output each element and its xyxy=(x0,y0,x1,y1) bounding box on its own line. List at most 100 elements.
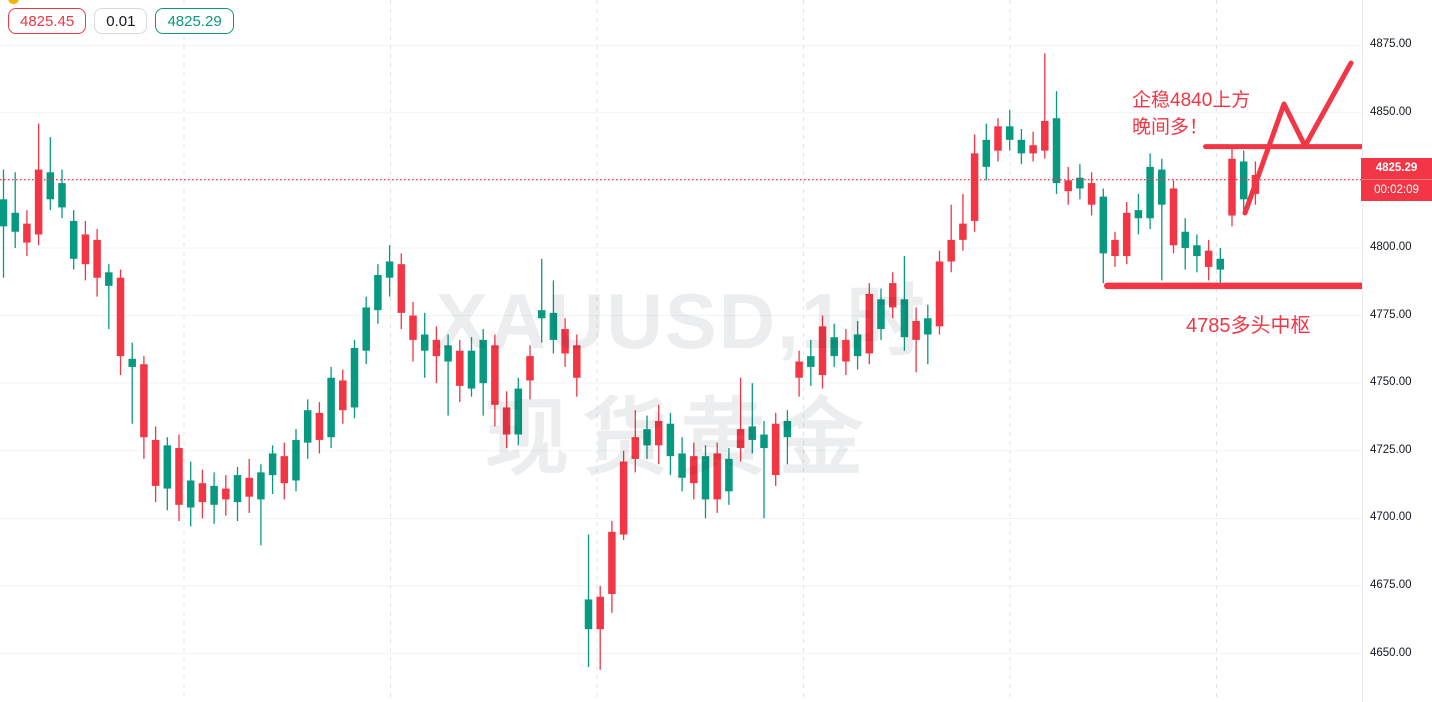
price-axis-label: 4650.00 xyxy=(1370,646,1412,659)
candle-body xyxy=(1052,118,1061,184)
candle-body xyxy=(526,356,534,381)
candle-body xyxy=(268,453,277,476)
price-axis-label: 4850.00 xyxy=(1370,105,1412,118)
price-axis-label: 4725.00 xyxy=(1370,443,1412,456)
price-axis-label: 4675.00 xyxy=(1370,578,1412,591)
zigzag-projection-arrow[interactable] xyxy=(1242,60,1354,216)
annotation-note-long-line1: 企稳4840上方 xyxy=(1132,90,1251,111)
candle-body xyxy=(1193,245,1201,257)
candle-body xyxy=(385,261,394,278)
candle-body xyxy=(186,480,195,508)
candle-body xyxy=(350,348,359,408)
candle-body xyxy=(561,329,569,354)
candle-body xyxy=(11,212,19,232)
candle-body xyxy=(982,139,991,167)
candle-body xyxy=(46,172,55,200)
candle-body xyxy=(537,310,546,319)
candle-body xyxy=(315,412,324,440)
candle-body xyxy=(1204,250,1213,267)
candle-body xyxy=(374,275,382,311)
candle-body xyxy=(584,599,593,630)
candle-body xyxy=(1087,183,1096,205)
candle-body xyxy=(1181,231,1189,248)
candle-body xyxy=(678,453,686,478)
candle-body xyxy=(877,299,885,330)
candle-body xyxy=(1122,212,1131,257)
candle-body xyxy=(1099,196,1108,254)
candle-body xyxy=(1216,258,1225,270)
candle-body xyxy=(1239,161,1248,200)
candle-body xyxy=(420,334,429,351)
candle-body xyxy=(1041,120,1049,151)
candle-body xyxy=(573,345,581,378)
candle-body xyxy=(619,461,628,535)
candle-body xyxy=(163,445,172,489)
candle-body xyxy=(853,334,862,357)
price-axis-label: 4775.00 xyxy=(1370,308,1412,321)
candle-body xyxy=(959,223,967,240)
price-axis-label: 4875.00 xyxy=(1370,38,1412,51)
candle-body xyxy=(339,380,347,411)
candle-body xyxy=(783,421,792,438)
candle-body xyxy=(327,377,335,438)
price-axis[interactable]: 4875.00 4850.00 4800.00 4775.00 4750.00 4725.… xyxy=(1362,0,1432,702)
candle-body xyxy=(842,339,850,362)
candle-body xyxy=(467,350,476,389)
candle-body xyxy=(198,483,207,503)
candle-body xyxy=(666,423,675,457)
annotation-note-pivot[interactable]: 4785多头中枢 xyxy=(1186,315,1311,337)
candle-body xyxy=(303,410,312,443)
candle-body xyxy=(514,388,523,435)
current-price-value: 4825.29 xyxy=(1375,162,1418,175)
candle-body xyxy=(58,183,66,208)
candle-body xyxy=(643,429,651,446)
candle-body xyxy=(736,429,745,449)
candle-body xyxy=(140,364,148,438)
price-axis-label: 4800.00 xyxy=(1370,240,1412,253)
candle-body xyxy=(912,320,920,340)
candle-body xyxy=(1158,169,1166,205)
candle-body xyxy=(23,223,31,243)
candle-body xyxy=(935,261,944,327)
candle-body xyxy=(807,356,815,367)
spread-value: 0.01 xyxy=(94,8,148,34)
annotation-note-long[interactable]: 企稳4840上方 晚间多！ xyxy=(1132,87,1250,141)
resistance-4840-line[interactable] xyxy=(1203,144,1362,150)
annotation-note-long-line2: 晚间多！ xyxy=(1132,117,1209,138)
current-price-badge[interactable]: 4825.29 00:02:09 xyxy=(1361,158,1432,202)
candlestick-chart-canvas[interactable] xyxy=(0,0,1362,702)
candle-body xyxy=(128,358,136,367)
support-4785-line[interactable] xyxy=(1104,282,1362,290)
candle-body xyxy=(257,472,265,500)
candle-body xyxy=(1228,158,1236,216)
candle-body xyxy=(222,488,230,500)
candle-body xyxy=(725,458,733,492)
candle-body xyxy=(444,345,452,362)
candle-body xyxy=(479,339,487,384)
candle-body xyxy=(69,220,78,259)
candle-body xyxy=(608,531,616,595)
candle-body xyxy=(596,596,604,630)
candle-body xyxy=(654,421,663,446)
candle-body xyxy=(900,299,909,338)
candle-body xyxy=(748,426,757,440)
candle-body xyxy=(151,439,160,486)
candle-body xyxy=(549,312,558,340)
candle-body xyxy=(409,315,417,340)
candle-body xyxy=(865,293,874,354)
candle-body xyxy=(970,153,979,221)
candle-body xyxy=(771,423,780,476)
candle-body xyxy=(1064,180,1072,192)
buy-price-button[interactable]: 4825.29 xyxy=(155,8,234,34)
sell-price-button[interactable]: 4825.45 xyxy=(8,8,87,34)
candle-body xyxy=(105,272,113,286)
bar-countdown: 00:02:09 xyxy=(1361,179,1432,201)
candle-body xyxy=(362,307,370,351)
candle-body xyxy=(830,337,838,357)
candle-body xyxy=(1017,139,1026,154)
candle-body xyxy=(491,345,499,405)
candle-body xyxy=(1076,177,1084,189)
candle-body xyxy=(888,283,897,308)
candle-body xyxy=(432,339,441,357)
candle-body xyxy=(210,485,218,505)
